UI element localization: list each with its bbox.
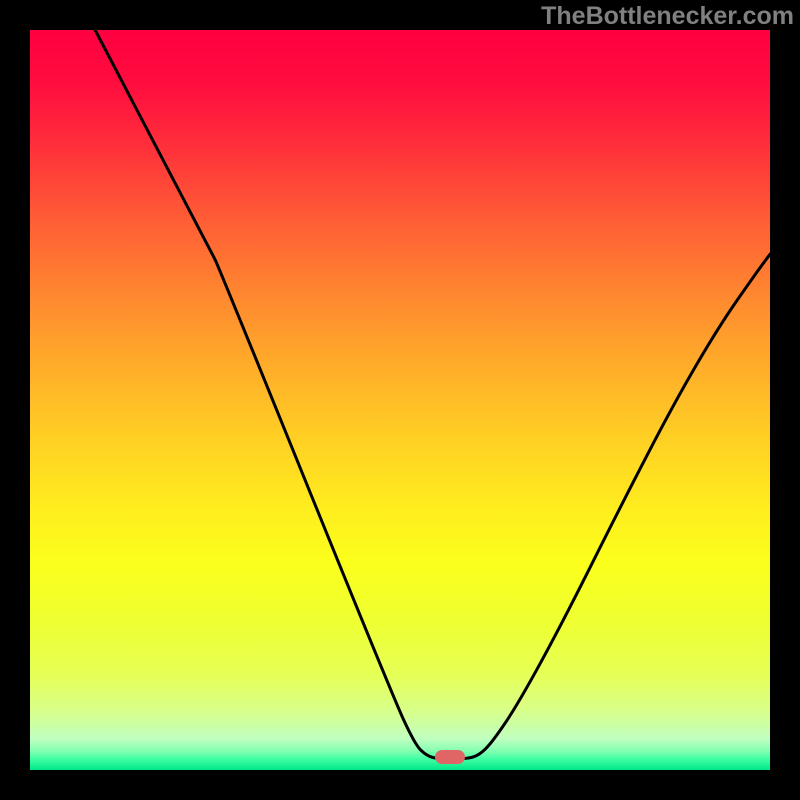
curve-layer [30,30,770,770]
chart-stage: TheBottlenecker.com [0,0,800,800]
bottleneck-curve [95,30,770,759]
plot-area [30,30,770,770]
bottleneck-marker [435,750,465,764]
watermark-text: TheBottlenecker.com [541,2,794,31]
